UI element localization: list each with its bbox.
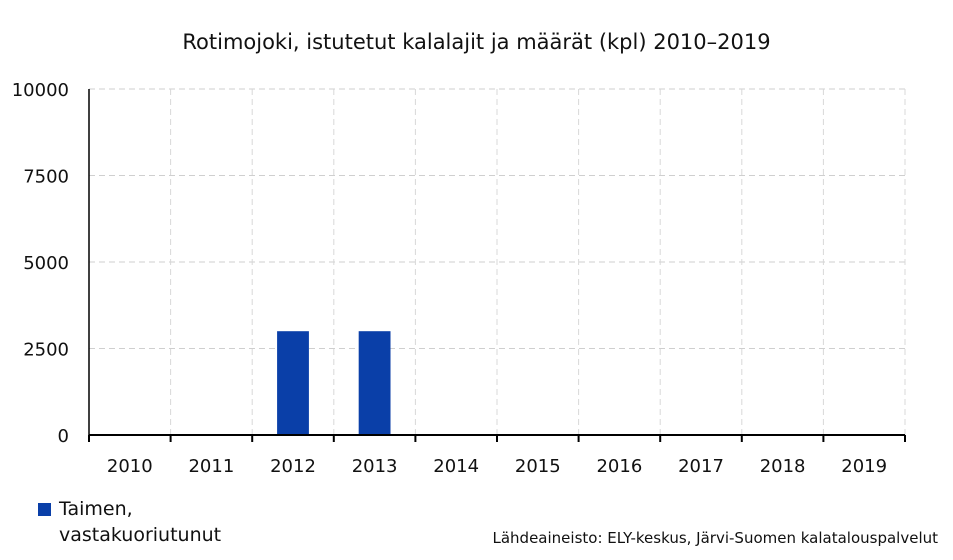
bar-2013 [358, 331, 391, 435]
y-tick-label: 0 [58, 426, 69, 447]
x-tick-label: 2013 [352, 456, 398, 477]
legend-swatch [38, 503, 51, 516]
y-tick-label: 10000 [12, 80, 69, 101]
y-tick-label: 7500 [23, 167, 69, 188]
x-tick-label: 2018 [760, 456, 806, 477]
tick-labels: 0 2500 5000 7500 10000 2010 2011 2012 2013 2014 20… [12, 80, 887, 477]
legend: Taimen, vastakuoriutunut [38, 496, 259, 548]
bar-2012 [277, 331, 309, 435]
source-note: Lähdeaineisto: ELY-keskus, Järvi-Suomen … [492, 529, 939, 547]
bars [277, 331, 391, 435]
x-tick-label: 2017 [678, 456, 724, 477]
x-tick-label: 2012 [270, 456, 316, 477]
legend-label: Taimen, vastakuoriutunut [59, 498, 222, 546]
x-tick-label: 2016 [596, 456, 642, 477]
axes [88, 89, 906, 442]
y-tick-label: 2500 [23, 340, 69, 361]
x-tick-label: 2014 [433, 456, 479, 477]
y-tick-label: 5000 [23, 253, 69, 274]
x-tick-label: 2019 [841, 456, 887, 477]
x-tick-label: 2010 [107, 456, 153, 477]
chart-title: Rotimojoki, istutetut kalalajit ja määrä… [182, 30, 771, 54]
x-tick-label: 2011 [188, 456, 234, 477]
gridlines [88, 88, 906, 435]
x-tick-label: 2015 [515, 456, 561, 477]
